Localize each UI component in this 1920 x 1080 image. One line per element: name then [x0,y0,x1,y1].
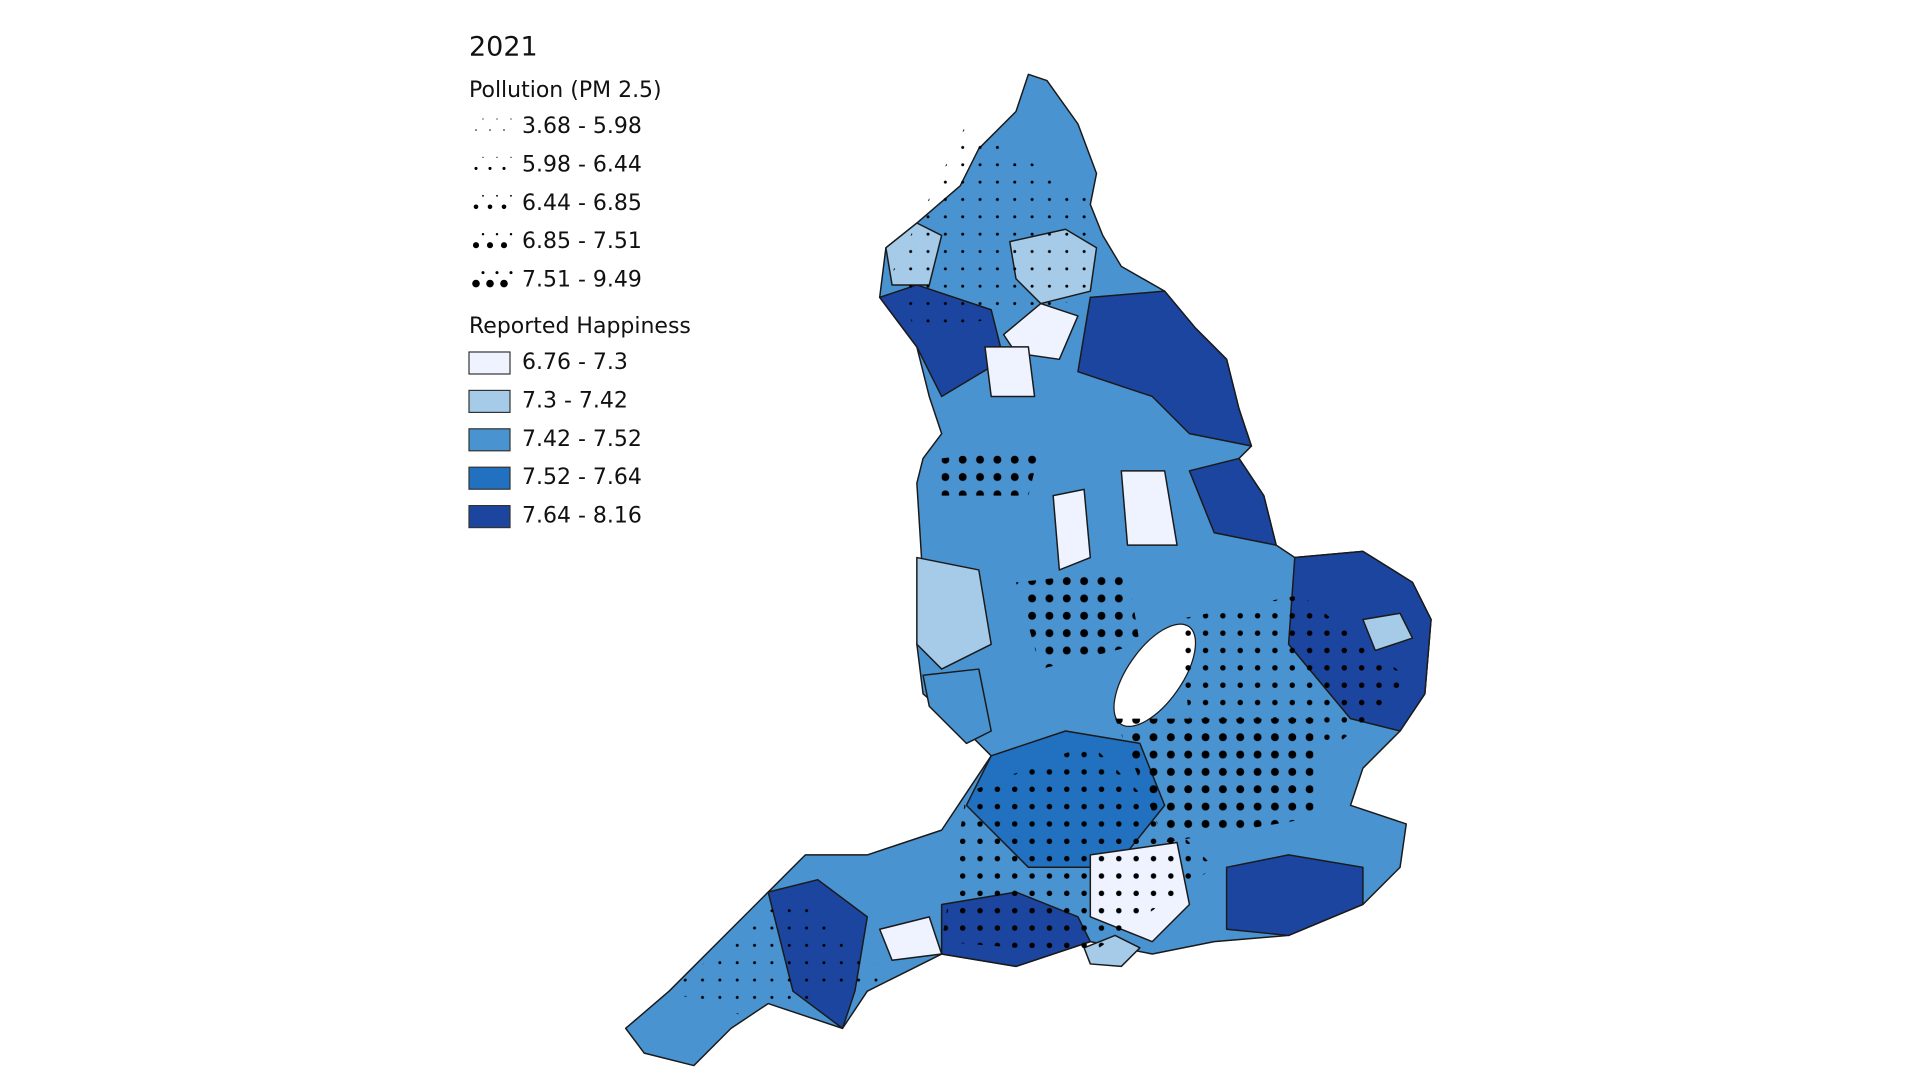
legend-swatch [468,389,511,413]
legend-dot [489,129,491,131]
legend-label: 3.68 - 5.98 [522,114,642,139]
legend-dot [500,242,508,249]
legend-swatch [468,466,511,490]
legend-label: 6.44 - 6.85 [522,191,642,216]
legend-dot [481,232,485,236]
legend-swatch [468,351,511,375]
legend: Pollution (PM 2.5) 3.68 - 5.98 5.98 - 6.44… [468,78,691,529]
legend-dot [487,204,493,210]
legend-label: 6.76 - 7.3 [522,350,628,375]
legend-dot [496,118,498,120]
region [1120,470,1178,546]
legend-dot [472,279,480,288]
legend-title: Pollution (PM 2.5) [469,78,662,103]
legend-dot [482,118,484,120]
dot-pattern [1177,594,1413,744]
dot-pattern [941,446,1041,496]
legend-label: 7.64 - 8.16 [522,504,642,529]
legend-dot [486,279,494,288]
legend-dot [500,279,508,288]
legend-dot [496,156,498,159]
legend-dot [509,232,513,236]
legend-dot [503,129,505,131]
legend-dot [488,166,492,170]
dot-pattern [1015,569,1140,670]
region [878,916,943,961]
legend-dot [486,242,494,249]
legend-dot [510,156,512,159]
legend-dot [481,271,485,275]
dot-pattern [892,123,1091,335]
legend-label: 7.51 - 9.49 [522,268,642,293]
legend-label: 7.52 - 7.64 [522,465,642,490]
legend-dot [509,271,513,275]
legend-dot [475,129,477,131]
legend-dot [472,242,480,249]
legend-dot [496,194,498,197]
dot-pattern [1115,718,1314,843]
legend-dot [510,118,512,120]
legend-label: 7.3 - 7.42 [522,388,628,413]
legend-dot [482,194,484,197]
region [1188,457,1277,546]
region [1052,488,1092,571]
region [1362,612,1414,652]
legend-dot [502,166,506,170]
legend-label: 5.98 - 6.44 [522,152,642,177]
dot-pattern [669,892,893,1016]
region [1077,290,1253,447]
region [1225,854,1364,937]
legend-dot [482,156,484,159]
region [984,346,1036,398]
legend-dot [473,204,479,210]
map [624,73,1432,1067]
region [916,556,992,670]
legend-dot [495,271,499,275]
legend-title: Reported Happiness [469,314,691,339]
map-title: 2021 [469,32,538,63]
legend-dot [510,194,512,197]
dot-pattern [941,743,1215,955]
region [922,668,992,745]
legend-label: 6.85 - 7.51 [522,229,642,254]
legend-dot [474,166,478,170]
legend-dot [495,232,499,236]
legend-swatch [468,428,511,452]
legend-dot [501,204,507,210]
legend-swatch [468,505,511,529]
legend-label: 7.42 - 7.52 [522,427,642,452]
